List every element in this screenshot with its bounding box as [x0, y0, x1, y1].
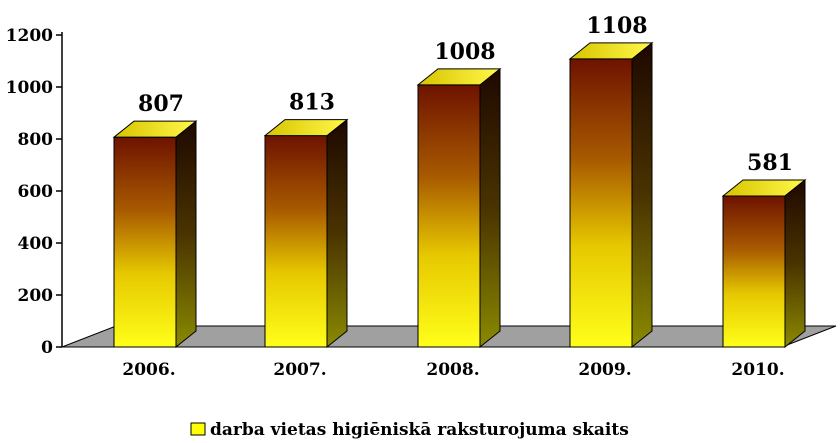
bar-front: [722, 195, 786, 348]
bar-2008: [416, 67, 502, 349]
bar-2010: [721, 178, 807, 349]
bar-side: [326, 118, 348, 349]
y-tick-label: 200: [18, 286, 54, 306]
bar-2009: [568, 41, 654, 349]
data-label: 1008: [434, 39, 495, 65]
bar-side: [479, 67, 501, 349]
y-tick-label: 0: [41, 338, 53, 358]
y-axis-ticks: 0 200 400 600 800 1000 1200: [6, 26, 62, 358]
y-tick-label: 1000: [6, 78, 53, 98]
bar-top: [416, 68, 502, 86]
data-label: 807: [138, 91, 184, 117]
y-tick-label: 400: [18, 234, 54, 254]
x-tick-label: 2010.: [731, 360, 784, 380]
y-tick-label: 800: [18, 130, 54, 150]
legend-label: darba vietas higiēniskā raksturojuma ska…: [210, 420, 629, 440]
x-tick-label: 2006.: [122, 360, 175, 380]
legend-swatch: [190, 422, 206, 436]
x-tick-label: 2008.: [426, 360, 479, 380]
bar-top: [263, 119, 349, 137]
bar-top: [568, 42, 654, 60]
bar-top: [112, 120, 198, 138]
bar-side: [175, 120, 197, 349]
data-label: 1108: [586, 13, 647, 39]
legend: darba vietas higiēniskā raksturojuma ska…: [190, 420, 629, 440]
data-label: 813: [289, 90, 335, 116]
y-tick-label: 1200: [6, 26, 53, 46]
x-axis-labels: 2006. 2007. 2008. 2009. 2010.: [122, 360, 784, 380]
x-tick-label: 2007.: [273, 360, 326, 380]
data-label: 581: [747, 150, 793, 176]
y-tick-label: 600: [18, 182, 54, 202]
bar-front: [113, 136, 177, 348]
x-tick-label: 2009.: [578, 360, 631, 380]
bar-front: [417, 84, 481, 348]
bar-side: [784, 178, 806, 349]
bars-group: 807 813 1008 1108 581: [112, 13, 807, 349]
bar-top: [721, 179, 807, 197]
bar-2006: [112, 120, 198, 349]
bar-side: [631, 41, 653, 349]
bar-front: [569, 58, 633, 348]
bar-front: [264, 135, 328, 348]
bar-2007: [263, 118, 349, 349]
